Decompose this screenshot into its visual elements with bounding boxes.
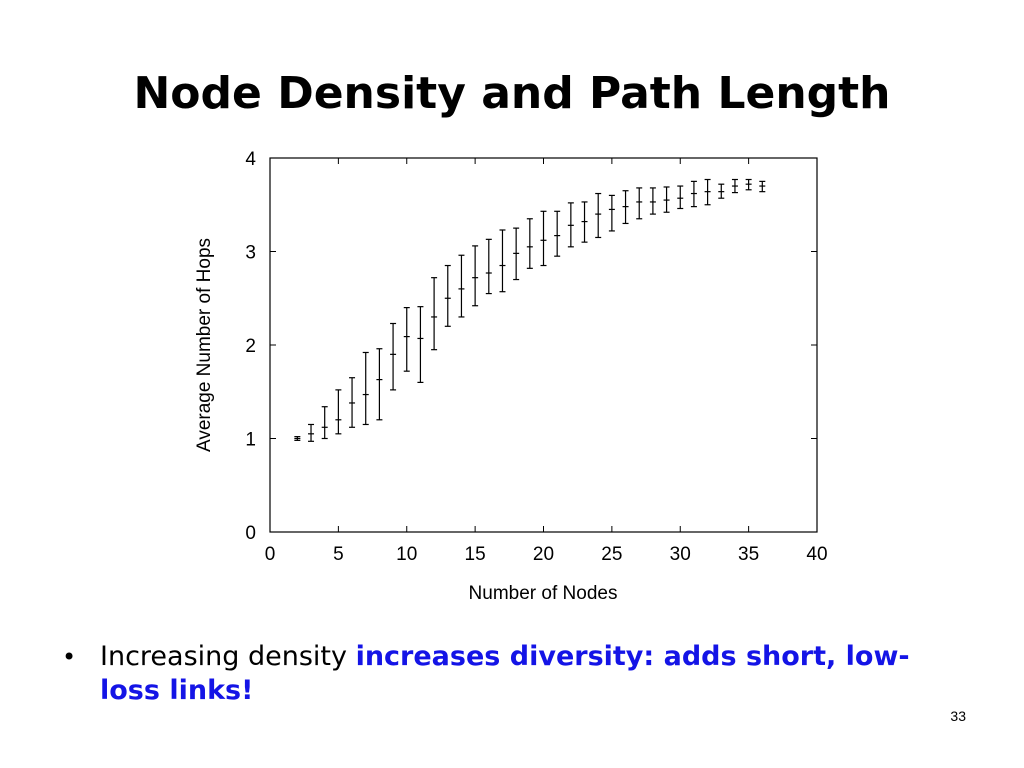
y-axis-label: Average Number of Hops <box>194 238 215 452</box>
errorbar-point <box>663 186 670 213</box>
errorbar-point <box>472 245 479 307</box>
x-tick-label: 20 <box>533 544 554 565</box>
y-tick-label: 4 <box>245 149 256 170</box>
bullet-emphasis-text: increases diversity: adds short, low-los… <box>100 641 910 706</box>
errorbar-point <box>390 322 397 391</box>
errorbar-point <box>403 307 410 372</box>
errorbar-point <box>718 183 725 199</box>
errorbar-point <box>567 202 574 248</box>
errorbar-chart: 0 1 2 3 4 0 5 10 15 20 25 30 35 40 Number of Nodes A… <box>194 149 828 604</box>
errorbar-point <box>554 210 561 257</box>
slide-title: Node Density and Path Length <box>133 68 891 119</box>
errorbar-point <box>608 194 615 232</box>
errorbar-point <box>321 406 328 440</box>
errorbar-series <box>294 178 766 442</box>
x-tick-label: 25 <box>601 544 622 565</box>
errorbar-point <box>485 238 492 295</box>
errorbar-point <box>349 377 356 428</box>
bullet-symbol: • <box>62 643 77 671</box>
errorbar-point <box>431 277 438 351</box>
x-tick-label: 5 <box>333 544 344 565</box>
errorbar-point <box>731 178 738 194</box>
errorbar-point <box>362 351 369 426</box>
page-number: 33 <box>950 708 966 724</box>
x-tick-label: 15 <box>465 544 486 565</box>
errorbar-point <box>540 210 547 267</box>
x-tick-label: 30 <box>670 544 691 565</box>
errorbar-point <box>308 423 315 442</box>
errorbar-point <box>513 227 520 281</box>
errorbar-point <box>417 306 424 383</box>
errorbar-point <box>526 218 533 269</box>
errorbar-point <box>444 264 451 327</box>
y-tick-label: 1 <box>245 430 256 451</box>
y-axis-ticks: 0 1 2 3 4 <box>245 149 817 544</box>
bullet-plain-text: Increasing density <box>100 641 356 672</box>
x-axis-label: Number of Nodes <box>469 583 618 604</box>
x-axis-ticks: 0 5 10 15 20 25 30 35 40 <box>265 158 828 565</box>
x-tick-label: 35 <box>738 544 759 565</box>
y-tick-label: 3 <box>245 243 256 264</box>
errorbar-point <box>499 229 506 293</box>
errorbar-point <box>622 190 629 225</box>
errorbar-point <box>595 192 602 239</box>
errorbar-point <box>690 180 697 208</box>
errorbar-point <box>335 389 342 435</box>
errorbar-point <box>759 180 766 193</box>
y-tick-label: 2 <box>245 336 256 357</box>
errorbar-point <box>376 348 383 421</box>
x-tick-label: 40 <box>806 544 827 565</box>
errorbar-point <box>636 187 643 220</box>
errorbar-point <box>294 436 301 441</box>
errorbar-point <box>704 178 711 206</box>
errorbar-point <box>677 185 684 210</box>
errorbar-point <box>649 187 656 215</box>
x-tick-label: 10 <box>396 544 417 565</box>
y-tick-label: 0 <box>245 523 256 544</box>
bullet-text: Increasing density increases diversity: … <box>100 640 950 708</box>
errorbar-point <box>745 178 752 191</box>
errorbar-point <box>581 201 588 243</box>
x-tick-label: 0 <box>265 544 276 565</box>
errorbar-point <box>458 254 465 318</box>
